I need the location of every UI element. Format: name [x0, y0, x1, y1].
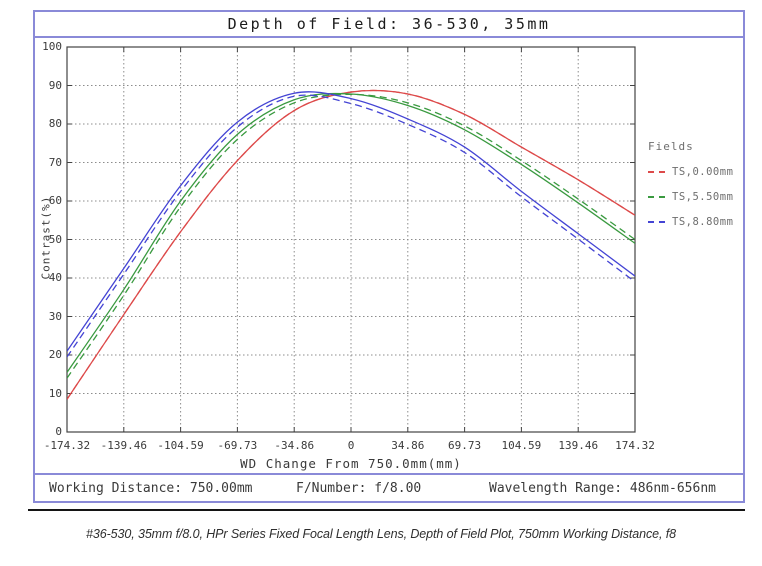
curve-T,8.80mm	[67, 91, 635, 352]
figure-caption: #36-530, 35mm f/8.0, HPr Series Fixed Fo…	[86, 527, 676, 541]
y-tick-label: 100	[42, 40, 62, 53]
legend-item: TS,8.80mm	[648, 209, 733, 234]
x-tick-label: 34.86	[391, 439, 425, 452]
legend-item-label: TS,5.50mm	[672, 190, 734, 203]
legend-line-swatch-icon	[648, 170, 665, 173]
x-tick-label: 104.59	[501, 439, 542, 452]
caption-separator-line	[28, 509, 745, 511]
x-tick-label: 174.32	[615, 439, 655, 452]
legend-item: TS,5.50mm	[648, 184, 733, 209]
legend: Fields TS,0.00mm TS,5.50mm TS,8.80mm	[648, 140, 733, 234]
x-tick-label: -34.86	[274, 439, 315, 452]
y-tick-label: 10	[48, 386, 62, 400]
y-tick-label: 0	[55, 425, 62, 438]
curve-T,5.50mm	[67, 92, 635, 373]
legend-item: TS,0.00mm	[648, 159, 733, 184]
y-tick-label: 80	[48, 117, 62, 130]
legend-item-label: TS,0.00mm	[672, 165, 734, 178]
x-tick-label: 139.46	[558, 439, 599, 452]
legend-line-swatch-icon	[648, 220, 665, 223]
working-distance-value: Working Distance: 750.00mm	[49, 481, 253, 496]
x-tick-label: -139.46	[100, 439, 147, 452]
curve-S,5.50mm	[67, 93, 635, 379]
wavelength-range-value: Wavelength Range: 486nm-656nm	[489, 481, 716, 496]
y-tick-label: 70	[48, 155, 62, 169]
legend-rows: TS,0.00mm TS,5.50mm TS,8.80mm	[648, 159, 733, 234]
x-tick-label: -174.32	[43, 439, 91, 452]
chart-title: Depth of Field: 36-530, 35mm	[35, 12, 743, 38]
legend-item-label: TS,8.80mm	[672, 215, 734, 228]
y-tick-label: 60	[48, 194, 62, 207]
legend-title: Fields	[648, 140, 694, 153]
chart-frame	[33, 10, 745, 503]
x-axis-label: WD Change From 750.0mm(mm)	[240, 456, 462, 471]
x-tick-label: 0	[347, 439, 355, 452]
y-tick-label: 20	[48, 348, 62, 361]
f-number-value: F/Number: f/8.00	[296, 481, 422, 496]
curve-S,8.80mm	[67, 94, 635, 358]
x-tick-label: 69.73	[448, 439, 482, 452]
y-tick-label: 40	[48, 271, 62, 284]
y-tick-label: 90	[48, 78, 62, 92]
y-tick-label: 50	[48, 232, 62, 246]
y-tick-label: 30	[48, 309, 62, 323]
x-tick-label: -104.59	[157, 439, 204, 452]
x-tick-label: -69.73	[217, 439, 258, 452]
legend-line-swatch-icon	[648, 195, 665, 198]
footer-strip: Working Distance: 750.00mm F/Number: f/8…	[35, 473, 743, 503]
